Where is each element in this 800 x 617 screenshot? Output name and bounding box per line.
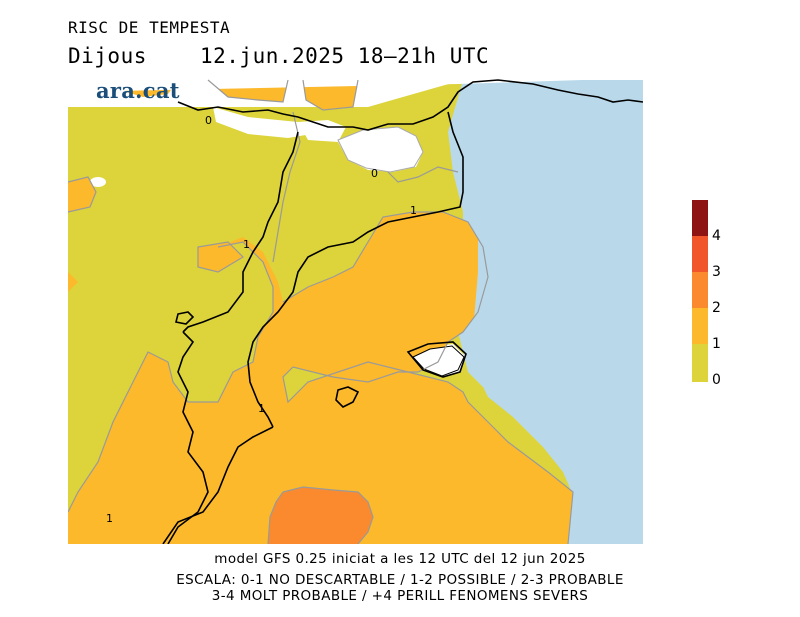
risk-level-2-area	[268, 487, 373, 544]
contour-label: 1	[258, 402, 265, 415]
forecast-time: Dijous 12.jun.2025 18–21h UTC	[68, 44, 489, 68]
ara-cat-logo: ara.cat	[96, 78, 180, 103]
scale-description-2: 3-4 MOLT PROBABLE / +4 PERILL FENOMENS S…	[211, 588, 589, 604]
forecast-day: Dijous	[68, 44, 147, 68]
legend-band-3	[692, 236, 708, 272]
legend-band-2	[692, 272, 708, 308]
border-lines	[162, 79, 643, 544]
risk-contours	[68, 79, 574, 544]
risk-level-1-area	[198, 242, 243, 272]
legend-label-4: 4	[712, 228, 721, 244]
contour-label: 0	[205, 114, 212, 127]
risk-legend: 4 3 2 1 0	[692, 200, 721, 388]
map-title: RISC DE TEMPESTA	[68, 18, 231, 37]
no-data-area	[213, 107, 323, 138]
legend-band-0	[692, 344, 708, 382]
no-data-area	[298, 120, 346, 142]
risk-level-1-area	[68, 272, 78, 292]
contour-label: 1	[243, 238, 250, 251]
risk-level-1-area	[303, 80, 358, 110]
legend-band-1	[692, 308, 708, 344]
contour-label: 0	[371, 167, 378, 180]
legend-label-3: 3	[712, 264, 721, 280]
storm-risk-map: 0 0 1 1 1 1	[68, 72, 643, 544]
legend-band-4	[692, 200, 708, 236]
legend-label-0: 0	[712, 372, 721, 388]
no-data-area	[90, 177, 106, 187]
scale-description-1: ESCALA: 0-1 NO DESCARTABLE / 1-2 POSSIBL…	[176, 572, 624, 588]
contour-label: 1	[410, 204, 417, 217]
forecast-datetime: 12.jun.2025 18–21h UTC	[200, 44, 490, 68]
risk-level-1-area	[68, 177, 96, 212]
contour-label: 1	[106, 512, 113, 525]
legend-label-2: 2	[712, 300, 721, 316]
legend-label-1: 1	[712, 336, 721, 352]
model-run-info: model GFS 0.25 iniciat a les 12 UTC del …	[214, 551, 586, 567]
